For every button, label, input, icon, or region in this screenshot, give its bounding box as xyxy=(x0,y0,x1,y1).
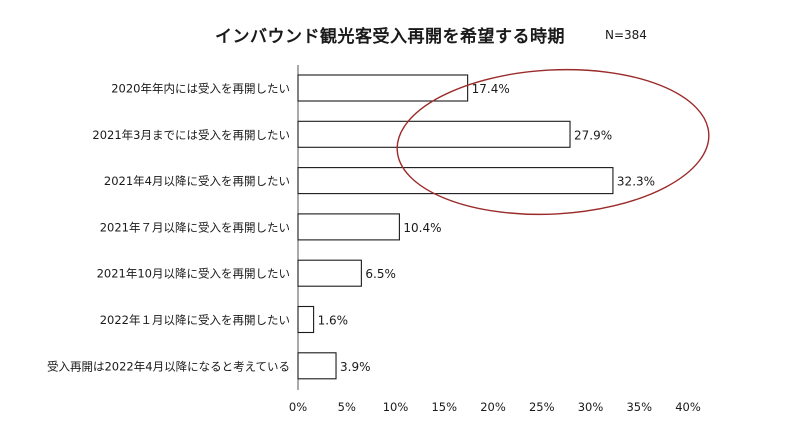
category-label: 2021年3月までには受入を再開したい xyxy=(92,128,290,142)
value-label: 17.4% xyxy=(472,82,510,96)
value-label: 3.9% xyxy=(340,360,371,374)
value-label: 10.4% xyxy=(403,221,441,235)
category-label: 2022年１月以降に受入を再開したい xyxy=(100,313,290,327)
bar xyxy=(297,259,362,287)
value-label: 32.3% xyxy=(617,175,655,189)
x-tick-label: 0% xyxy=(289,400,307,414)
category-label: 受入再開は2022年4月以降になると考えている xyxy=(47,359,290,373)
bar xyxy=(297,213,400,241)
bar xyxy=(297,352,337,380)
value-label: 27.9% xyxy=(574,128,612,142)
x-tick-label: 5% xyxy=(338,400,356,414)
category-label: 2021年10月以降に受入を再開したい xyxy=(97,267,290,281)
value-label: 6.5% xyxy=(365,267,396,281)
value-label: 1.6% xyxy=(318,314,349,328)
category-label: 2020年年内には受入を再開したい xyxy=(111,82,290,96)
x-tick-label: 25% xyxy=(529,400,555,414)
x-tick-label: 15% xyxy=(431,400,457,414)
x-tick-label: 20% xyxy=(480,400,506,414)
highlight-ellipse xyxy=(396,68,710,216)
bar xyxy=(297,120,571,148)
x-tick-label: 35% xyxy=(626,400,652,414)
x-tick-label: 30% xyxy=(578,400,604,414)
category-label: 2021年７月以降に受入を再開したい xyxy=(100,220,290,234)
x-tick-label: 40% xyxy=(675,400,701,414)
bar xyxy=(297,167,614,195)
x-tick-label: 10% xyxy=(383,400,409,414)
chart-title: インバウンド観光客受入再開を希望する時期 xyxy=(215,27,565,47)
bar xyxy=(297,74,469,102)
sample-size-label: N=384 xyxy=(605,28,647,42)
category-label: 2021年4月以降に受入を再開したい xyxy=(104,174,290,188)
bar xyxy=(297,305,315,334)
